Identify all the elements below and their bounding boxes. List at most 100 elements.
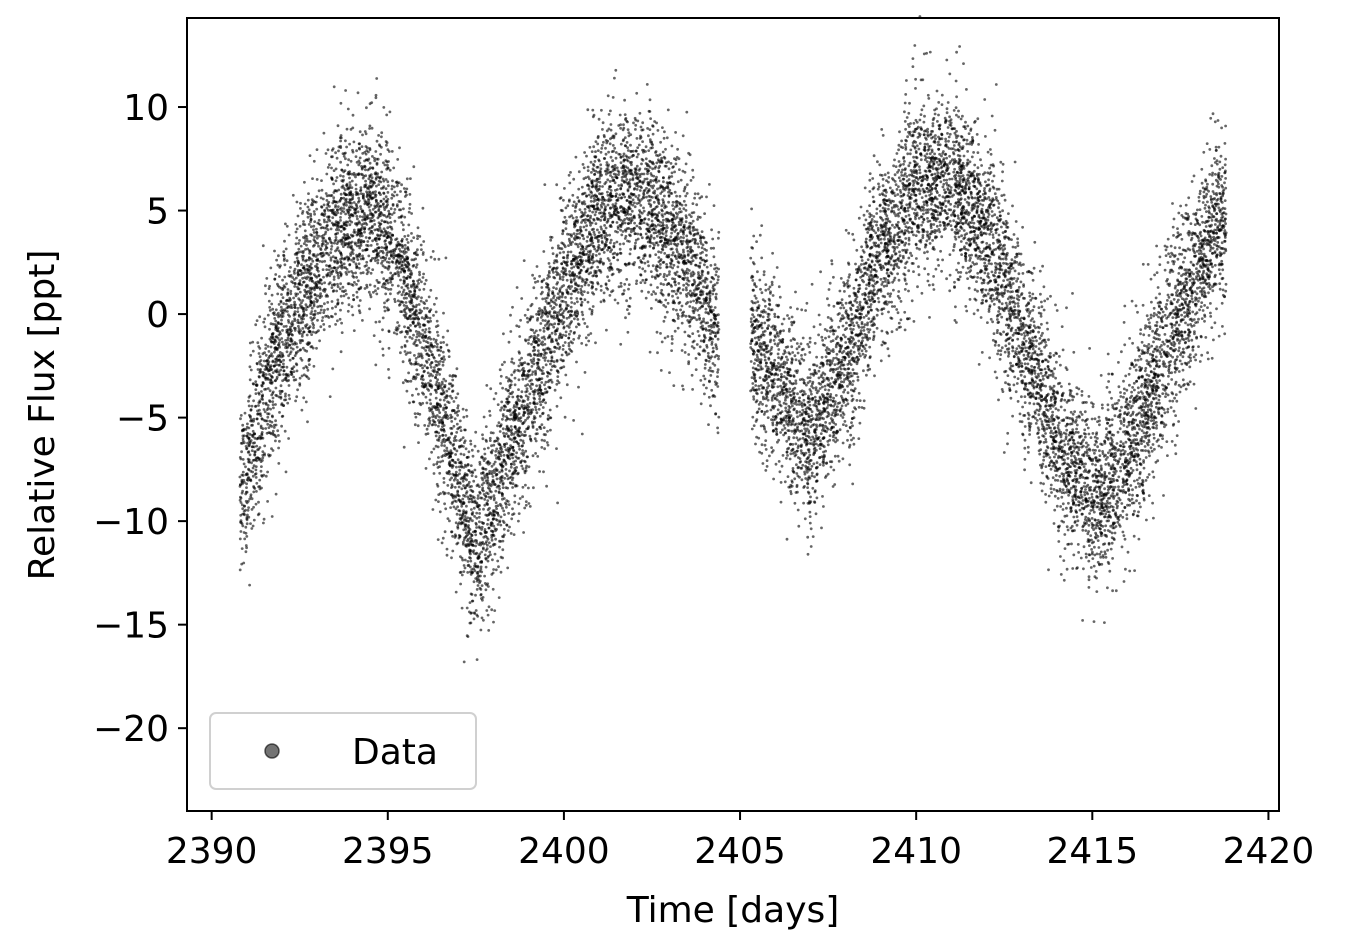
data-point <box>469 552 472 556</box>
data-point <box>573 302 576 305</box>
data-point <box>569 278 573 282</box>
data-point <box>564 227 568 231</box>
data-point <box>518 497 522 500</box>
data-point <box>491 449 494 452</box>
data-point <box>285 350 289 354</box>
data-point <box>312 300 316 304</box>
data-point <box>661 185 665 189</box>
data-point <box>336 274 340 277</box>
data-point <box>403 235 407 238</box>
data-point <box>358 311 362 315</box>
data-point <box>532 362 536 366</box>
data-point <box>687 362 690 366</box>
data-point <box>676 147 679 151</box>
data-point <box>288 296 292 300</box>
data-point <box>368 124 372 128</box>
data-point <box>476 497 480 500</box>
data-point <box>278 265 282 269</box>
data-point <box>521 377 525 381</box>
data-point <box>524 500 528 503</box>
data-point <box>403 243 407 247</box>
data-point <box>406 306 410 310</box>
data-point <box>566 253 570 257</box>
data-point <box>670 224 674 227</box>
data-point <box>456 490 460 494</box>
data-point <box>699 379 703 382</box>
data-point <box>472 506 476 510</box>
data-point <box>283 263 287 267</box>
data-point <box>640 236 644 240</box>
data-point <box>351 283 355 287</box>
data-point <box>305 271 308 274</box>
data-point <box>501 386 504 390</box>
data-point <box>513 383 517 387</box>
data-point <box>629 230 633 234</box>
data-point <box>381 328 384 332</box>
data-point <box>655 330 659 334</box>
data-point <box>544 387 547 391</box>
data-point <box>246 451 250 454</box>
data-point <box>671 213 675 217</box>
data-point <box>383 301 386 305</box>
data-point <box>355 275 358 279</box>
data-point <box>458 468 462 472</box>
data-point <box>669 211 673 215</box>
data-point <box>273 317 277 320</box>
data-point <box>484 588 488 592</box>
data-point <box>271 307 275 311</box>
data-point <box>524 339 528 343</box>
data-point <box>501 461 504 464</box>
data-point <box>403 345 407 348</box>
data-point <box>253 450 257 454</box>
data-point <box>335 271 338 274</box>
data-point <box>517 519 520 523</box>
data-point <box>267 350 271 353</box>
data-point <box>627 283 631 286</box>
data-point <box>358 156 362 160</box>
data-point <box>252 464 256 468</box>
data-point <box>301 339 305 343</box>
data-point <box>481 596 485 599</box>
data-point <box>687 260 691 264</box>
data-point <box>476 449 480 453</box>
data-point <box>323 281 326 285</box>
data-point <box>384 140 388 143</box>
data-point <box>502 533 506 537</box>
data-point <box>493 609 497 612</box>
data-point <box>578 232 582 235</box>
data-point <box>628 172 632 175</box>
data-point <box>420 248 423 252</box>
data-point <box>341 175 345 178</box>
data-point <box>534 329 538 333</box>
data-point <box>695 228 699 232</box>
data-point <box>650 208 654 212</box>
data-point <box>572 265 576 269</box>
data-point <box>354 271 357 275</box>
data-point <box>383 305 386 309</box>
data-point <box>661 126 664 129</box>
data-point <box>716 426 719 430</box>
data-point <box>608 233 611 237</box>
data-point <box>665 161 668 165</box>
data-point <box>382 106 386 109</box>
data-point <box>339 219 342 222</box>
data-point <box>497 450 501 453</box>
data-point <box>241 470 245 474</box>
data-point <box>616 211 620 214</box>
data-point <box>312 228 315 232</box>
data-point <box>478 552 482 556</box>
data-point <box>626 159 630 163</box>
data-point <box>285 282 288 286</box>
data-point <box>292 375 295 379</box>
data-point <box>386 197 390 201</box>
data-point <box>405 389 409 393</box>
data-point <box>276 263 280 267</box>
data-point <box>580 214 584 218</box>
data-point <box>305 305 309 309</box>
data-point <box>585 252 589 256</box>
data-point <box>621 154 625 158</box>
data-point <box>364 168 367 172</box>
data-point <box>684 194 688 198</box>
data-point <box>420 296 423 300</box>
data-point <box>579 255 583 259</box>
